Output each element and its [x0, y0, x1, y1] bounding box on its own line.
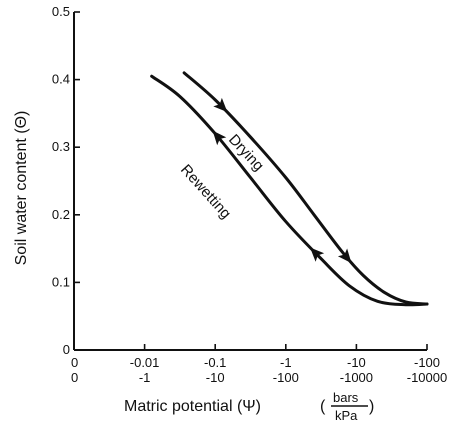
drying-curve: [182, 71, 429, 306]
x-tick-label-kpa: -10000: [407, 370, 447, 385]
axes: [73, 12, 427, 351]
x-units-close-paren: ): [369, 398, 374, 415]
rewetting-curve: [150, 74, 429, 307]
x-tick-label-kpa: -100: [273, 370, 299, 385]
x-tick-label-bars: -100: [414, 355, 440, 370]
x-tick-label-bars: -1: [280, 355, 292, 370]
rewetting-label: Rewetting: [177, 161, 234, 222]
x-tick-label-bars: -0.01: [130, 355, 160, 370]
y-tick-label: 0: [63, 342, 70, 357]
x-tick-label-bars: 0: [71, 355, 78, 370]
x-axis-title: Matric potential (Ψ): [124, 398, 261, 415]
x-tick-label-kpa: -1: [139, 370, 151, 385]
x-units-top: bars: [333, 390, 359, 405]
y-tick-label: 0.1: [52, 274, 70, 289]
x-units-open-paren: (: [320, 398, 326, 415]
rewetting-arrow: [310, 247, 325, 262]
drying-arrow: [337, 248, 352, 264]
curves-layer: [150, 71, 429, 307]
x-tick-label-kpa: -1000: [340, 370, 373, 385]
y-tick-label: 0.5: [52, 4, 70, 19]
rewetting-arrow: [212, 130, 227, 146]
x-units-bottom: kPa: [335, 408, 358, 423]
y-tick-label: 0.3: [52, 139, 70, 154]
x-axis-title-group: Matric potential (Ψ) ( bars kPa ): [124, 390, 374, 423]
ticks-layer: 00.10.20.30.40.500-0.01-1-0.1-10-1-100-1…: [52, 4, 447, 385]
y-axis-title: Soil water content (Θ): [13, 111, 30, 266]
y-tick-label: 0.4: [52, 72, 70, 87]
x-tick-label-kpa: 0: [71, 370, 78, 385]
x-tick-label-kpa: -10: [206, 370, 225, 385]
y-tick-label: 0.2: [52, 207, 70, 222]
x-tick-label-bars: -10: [347, 355, 366, 370]
drying-arrow: [213, 97, 228, 113]
x-tick-label-bars: -0.1: [204, 355, 226, 370]
